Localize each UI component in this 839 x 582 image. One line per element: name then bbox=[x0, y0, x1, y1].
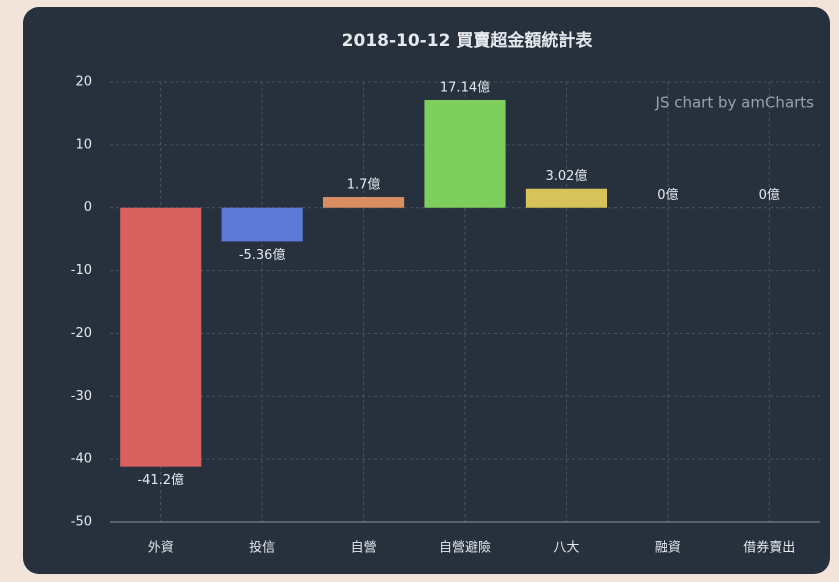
y-tick-label: -30 bbox=[71, 389, 92, 404]
y-tick-label: -20 bbox=[71, 326, 92, 341]
value-label: 0億 bbox=[657, 187, 678, 203]
y-tick-label: 10 bbox=[75, 137, 92, 152]
credit: JS chart by amCharts bbox=[655, 94, 815, 112]
bar bbox=[424, 99, 506, 208]
x-tick-label: 借券賣出 bbox=[743, 540, 795, 556]
x-tick-label: 外資 bbox=[148, 541, 174, 556]
y-tick-label: 20 bbox=[75, 75, 92, 90]
x-tick-label: 自營避險 bbox=[439, 541, 491, 556]
value-label: -5.36億 bbox=[239, 247, 286, 263]
panel bbox=[23, 7, 830, 574]
value-label: 3.02億 bbox=[545, 168, 587, 184]
x-tick-label: 投信 bbox=[249, 540, 275, 556]
y-tick-label: -50 bbox=[71, 515, 92, 530]
bar bbox=[323, 197, 405, 208]
x-tick-label: 融資 bbox=[655, 541, 681, 556]
x-tick-label: 自營 bbox=[351, 541, 377, 556]
bar bbox=[120, 207, 202, 467]
y-tick-label: -10 bbox=[71, 263, 92, 278]
value-label: 0億 bbox=[759, 187, 780, 203]
chart-title: 2018-10-12 買賣超金額統計表 bbox=[342, 30, 594, 51]
y-tick-label: 0 bbox=[84, 200, 92, 215]
value-label: -41.2億 bbox=[137, 472, 184, 488]
value-label: 17.14億 bbox=[440, 79, 490, 95]
value-label: 1.7億 bbox=[347, 177, 381, 193]
x-tick-label: 八大 bbox=[553, 541, 579, 556]
bar bbox=[525, 188, 607, 208]
y-tick-label: -40 bbox=[71, 452, 92, 467]
bar bbox=[221, 207, 303, 242]
